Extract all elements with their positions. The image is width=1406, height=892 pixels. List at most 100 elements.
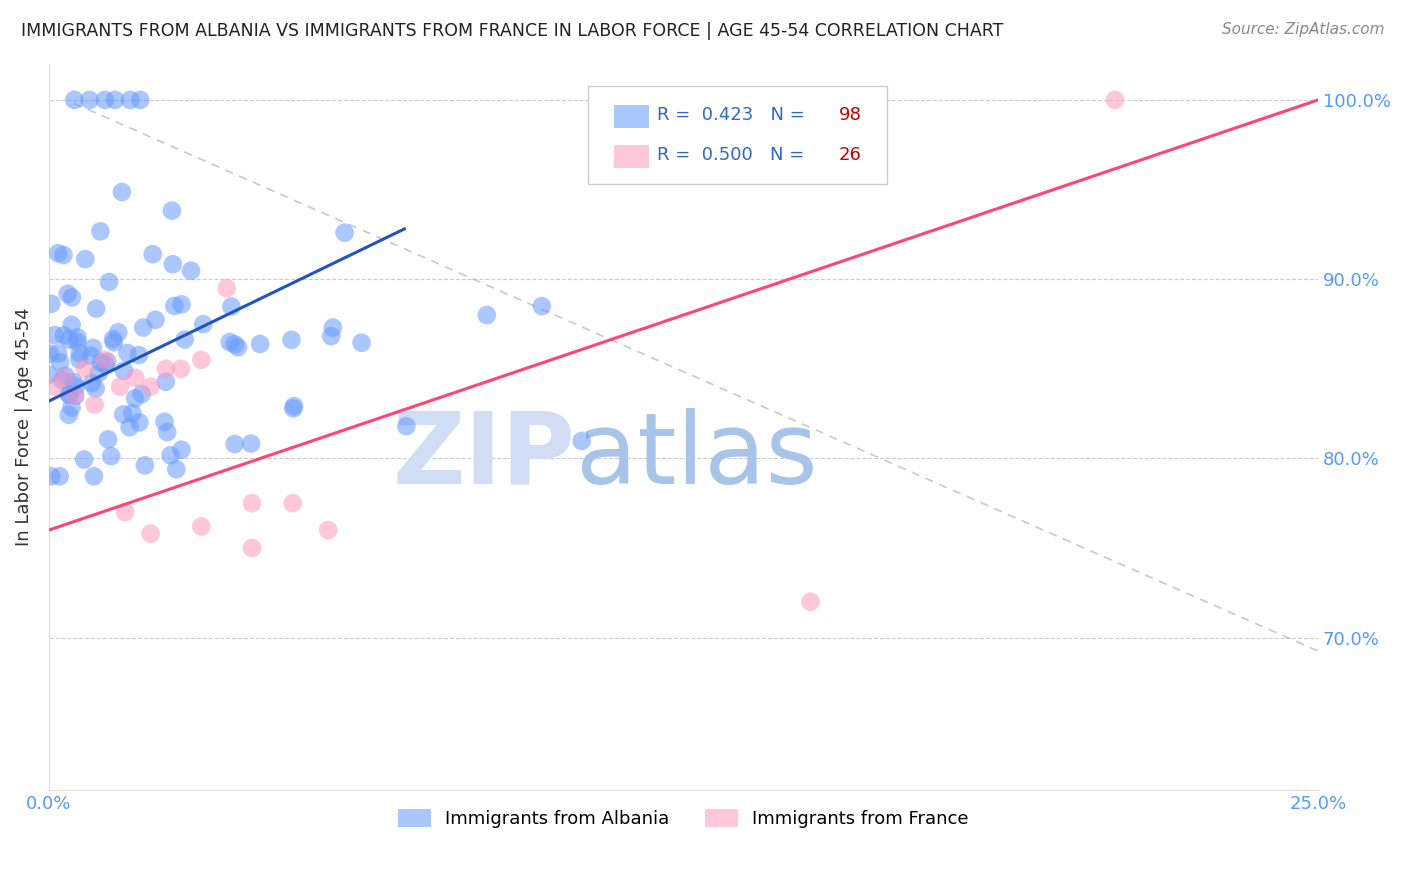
Legend: Immigrants from Albania, Immigrants from France: Immigrants from Albania, Immigrants from… [391, 802, 976, 835]
Point [55, 368, 77, 383]
Point [58, 388, 80, 402]
Point [132, 320, 155, 334]
Point [350, 335, 373, 350]
Point [120, 93, 142, 107]
Point [94, 352, 117, 367]
Point [100, 449, 122, 463]
Point [240, 541, 263, 555]
FancyBboxPatch shape [614, 105, 650, 128]
Point [80, 349, 103, 363]
Point [475, 308, 498, 322]
Point [41, 469, 63, 483]
Text: R =  0.423   N =: R = 0.423 N = [657, 106, 810, 124]
Point [42, 379, 65, 393]
Point [180, 264, 202, 278]
Point [104, 93, 127, 107]
Point [67, 352, 90, 367]
Point [224, 337, 246, 351]
Point [46, 346, 69, 360]
Point [121, 406, 143, 420]
Point [98, 275, 121, 289]
Point [84, 381, 107, 395]
Point [60, 290, 83, 304]
Point [65, 379, 87, 393]
Text: R =  0.500   N =: R = 0.500 N = [657, 146, 810, 164]
Point [530, 299, 553, 313]
Point [160, 203, 183, 218]
Point [159, 448, 181, 462]
Point [108, 379, 131, 393]
Point [75, 252, 97, 267]
Point [83, 398, 105, 412]
Point [52, 248, 75, 262]
Point [240, 496, 263, 510]
Point [333, 226, 356, 240]
Point [89, 224, 111, 238]
Point [80, 376, 103, 391]
Point [96, 354, 118, 368]
Point [170, 297, 193, 311]
Point [215, 281, 238, 295]
Point [117, 346, 139, 360]
Point [112, 408, 135, 422]
Point [58, 408, 80, 422]
Point [82, 341, 104, 355]
Point [66, 330, 89, 344]
Text: ZIP: ZIP [392, 408, 575, 505]
Point [162, 257, 184, 271]
Point [165, 462, 187, 476]
Point [73, 452, 96, 467]
Point [190, 352, 212, 367]
Point [79, 93, 101, 107]
Point [49, 469, 72, 483]
Point [60, 401, 83, 415]
Point [249, 337, 271, 351]
Point [193, 317, 215, 331]
Point [218, 334, 240, 349]
Point [44, 328, 66, 343]
Point [134, 458, 156, 473]
Point [111, 185, 134, 199]
Point [170, 361, 193, 376]
Point [97, 433, 120, 447]
Point [112, 364, 135, 378]
Point [226, 340, 249, 354]
Point [156, 425, 179, 439]
Point [128, 416, 150, 430]
Point [321, 329, 343, 343]
Point [145, 313, 167, 327]
Point [38, 368, 60, 382]
Point [139, 379, 162, 393]
FancyBboxPatch shape [588, 86, 887, 184]
Point [84, 301, 107, 316]
Point [46, 246, 69, 260]
Point [131, 387, 153, 401]
Point [163, 299, 186, 313]
Point [283, 399, 305, 413]
Point [153, 415, 176, 429]
Text: 98: 98 [838, 106, 862, 124]
Point [155, 361, 177, 376]
Point [63, 389, 86, 403]
Point [101, 332, 124, 346]
Point [53, 370, 76, 384]
Point [322, 320, 344, 334]
Point [103, 335, 125, 350]
Text: IMMIGRANTS FROM ALBANIA VS IMMIGRANTS FROM FRANCE IN LABOR FORCE | AGE 45-54 COR: IMMIGRANTS FROM ALBANIA VS IMMIGRANTS FR… [21, 22, 1004, 40]
Point [58, 387, 80, 401]
Point [58, 333, 80, 347]
Point [142, 247, 165, 261]
Point [155, 375, 177, 389]
Point [83, 469, 105, 483]
Point [128, 348, 150, 362]
Point [1104, 93, 1126, 107]
Point [69, 346, 91, 360]
Point [63, 389, 86, 403]
Y-axis label: In Labor Force | Age 45-54: In Labor Force | Age 45-54 [15, 308, 32, 546]
Point [571, 434, 593, 448]
Point [87, 366, 110, 380]
Point [90, 355, 112, 369]
Point [316, 523, 339, 537]
Text: Source: ZipAtlas.com: Source: ZipAtlas.com [1222, 22, 1385, 37]
Point [41, 297, 63, 311]
